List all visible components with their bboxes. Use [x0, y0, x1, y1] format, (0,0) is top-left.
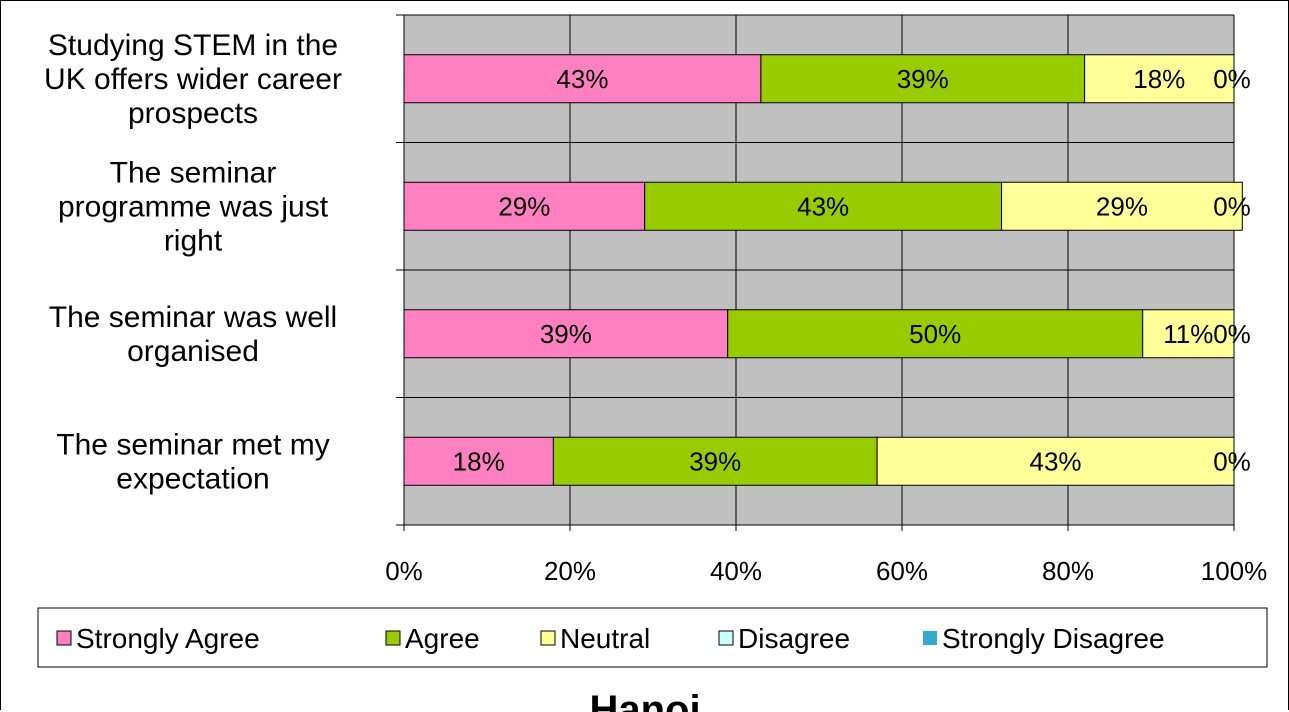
legend-label: Neutral [560, 623, 650, 654]
category-label-line: The seminar was well [49, 301, 337, 334]
data-label: 0% [1213, 64, 1251, 94]
legend-label: Strongly Disagree [942, 623, 1165, 654]
x-tick-label: 60% [876, 556, 928, 586]
category-label-line: right [164, 224, 223, 257]
x-tick-label: 40% [710, 556, 762, 586]
data-label: 50% [909, 319, 961, 349]
category-label-line: programme was just [58, 190, 329, 223]
bar-segment [760, 54, 1086, 104]
legend-label: Disagree [738, 623, 850, 654]
category-label-line: prospects [128, 97, 258, 130]
data-label: 39% [897, 64, 949, 94]
data-label: 43% [556, 64, 608, 94]
legend-label: Agree [405, 623, 480, 654]
bar-segment [403, 309, 729, 359]
data-label: 43% [1030, 446, 1082, 476]
category-label: Studying STEM in the UK offers wider care… [44, 29, 342, 130]
category-label: The seminar met my expectation [56, 428, 329, 495]
category-label-line: UK offers wider career [44, 63, 342, 96]
data-label: 39% [540, 319, 592, 349]
legend-swatch [923, 631, 937, 645]
data-label: 0% [1213, 191, 1251, 221]
category-label-line: organised [127, 335, 259, 368]
data-label: 18% [453, 446, 505, 476]
data-label: 39% [689, 446, 741, 476]
x-tick-label: 80% [1042, 556, 1094, 586]
bar-segment [1142, 309, 1235, 359]
bar-segment [644, 181, 1003, 231]
legend-swatch [540, 630, 556, 646]
bar-segment [403, 436, 554, 486]
data-label: 0% [1213, 319, 1251, 349]
x-tick-label: 100% [1201, 556, 1268, 586]
category-label-line: The seminar [110, 156, 277, 189]
category-label-line: expectation [116, 462, 269, 495]
legend-swatch [385, 630, 401, 646]
x-tick-label: 0% [385, 556, 423, 586]
data-label: 11% [1163, 319, 1213, 349]
bar-segment [1001, 181, 1243, 231]
data-label: 0% [1213, 446, 1251, 476]
bar-segment [727, 309, 1144, 359]
bar-segment [403, 181, 646, 231]
data-label: 29% [1096, 191, 1148, 221]
data-label: 18% [1133, 64, 1185, 94]
bar-segment [552, 436, 878, 486]
legend-box [37, 607, 1268, 668]
legend-swatch [56, 630, 72, 646]
legend-swatch [718, 630, 734, 646]
data-label: 43% [797, 191, 849, 221]
data-label: 29% [498, 191, 550, 221]
category-label: The seminar programme was just right [58, 156, 329, 257]
bar-segment [1084, 54, 1235, 104]
category-label: The seminar was well organised [49, 301, 337, 368]
chart-title: Hanoi [589, 688, 700, 712]
category-label-line: Studying STEM in the [48, 29, 338, 62]
bar-segment [876, 436, 1235, 486]
x-tick-label: 20% [544, 556, 596, 586]
category-label-line: The seminar met my [56, 428, 329, 461]
legend-label: Strongly Agree [76, 623, 260, 654]
